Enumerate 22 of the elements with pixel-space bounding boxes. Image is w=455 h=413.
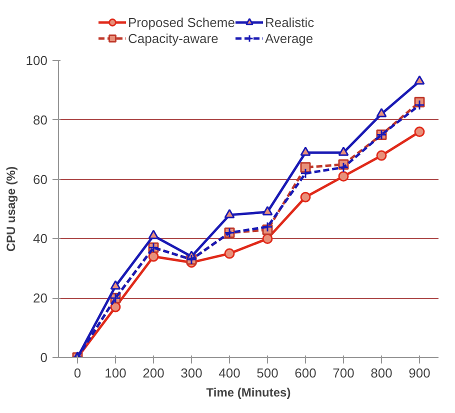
x-tick-label: 200 bbox=[142, 366, 164, 380]
y-tick-label: 60 bbox=[33, 172, 48, 187]
x-tick-label: 100 bbox=[104, 366, 126, 380]
legend-label: Realistic bbox=[264, 14, 314, 30]
y-axis-title: CPU usage (%) bbox=[4, 166, 18, 252]
x-tick-label: 300 bbox=[180, 366, 202, 380]
y-tick-label: 20 bbox=[33, 290, 48, 306]
y-tick-label: 80 bbox=[33, 112, 48, 128]
x-tick-label: 800 bbox=[370, 366, 392, 380]
x-axis-title: Time (Minutes) bbox=[206, 386, 291, 400]
x-tick-label: 600 bbox=[294, 366, 316, 380]
y-tick-label: 0 bbox=[40, 350, 48, 365]
x-tick-label: 900 bbox=[408, 366, 430, 380]
y-tick-label: 40 bbox=[33, 231, 48, 246]
x-tick-label: 500 bbox=[256, 366, 278, 380]
x-tick-label: 0 bbox=[74, 366, 82, 380]
legend-label: Average bbox=[264, 30, 314, 46]
legend-label: Proposed Scheme bbox=[128, 14, 235, 30]
y-tick-label: 100 bbox=[26, 53, 48, 68]
x-tick-label: 400 bbox=[218, 366, 240, 380]
legend-label: Capacity-aware bbox=[128, 30, 218, 46]
x-tick-label: 700 bbox=[332, 366, 354, 380]
